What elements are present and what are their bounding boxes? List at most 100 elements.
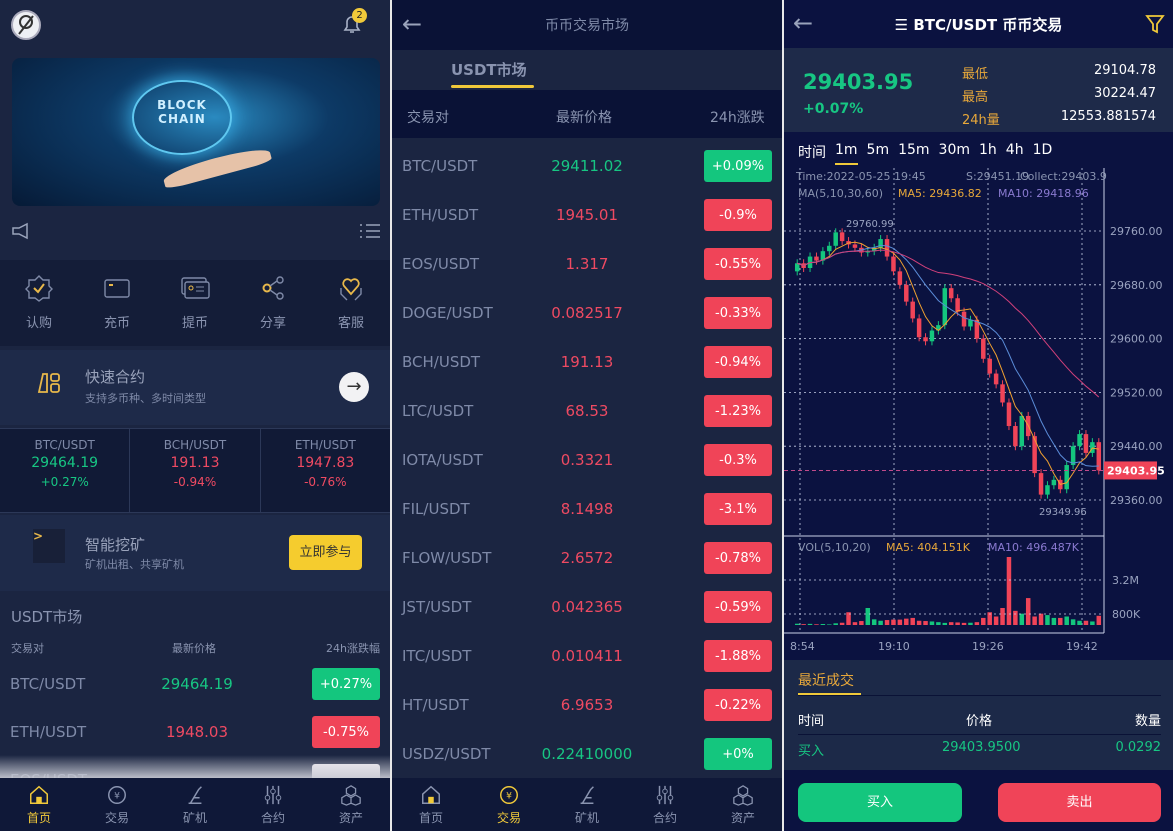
buy-button[interactable]: 买入 xyxy=(798,783,962,822)
chart-info: Collect:29403.9 xyxy=(1020,170,1107,183)
stat-label: 最高 xyxy=(962,90,989,105)
nav-item[interactable]: 资产 xyxy=(704,778,782,831)
period-tab[interactable]: 1D xyxy=(1032,142,1053,158)
candle xyxy=(1019,415,1025,447)
back-arrow-icon[interactable]: ← xyxy=(402,10,423,38)
recent-trades-tab[interactable]: 最近成交 xyxy=(798,673,854,689)
period-tab[interactable]: 1h xyxy=(979,142,997,158)
list-icon[interactable] xyxy=(360,222,380,244)
nav-item[interactable]: 合约 xyxy=(234,778,312,831)
pair-name: HT/USDT xyxy=(402,696,469,714)
pair-name: IOTA/USDT xyxy=(402,451,483,469)
page-title: 币币交易市场 xyxy=(545,18,629,34)
market-row[interactable]: DOGE/USDT 0.082517 -0.33% xyxy=(392,289,782,338)
time-tick: 8:54 xyxy=(790,640,815,653)
action-subscribe[interactable]: 认购 xyxy=(0,260,78,346)
candle xyxy=(910,301,915,319)
join-now-button[interactable]: 立即参与 xyxy=(289,535,362,570)
candle xyxy=(968,319,973,327)
candle xyxy=(1045,485,1050,495)
market-row[interactable]: FIL/USDT 8.1498 -3.1% xyxy=(392,485,782,534)
tab-usdt-market[interactable]: USDT市场 xyxy=(451,61,527,79)
nav-item[interactable]: 合约 xyxy=(626,778,704,831)
candle xyxy=(923,337,928,342)
filter-icon[interactable] xyxy=(1145,14,1165,38)
arrow-right-button[interactable]: → xyxy=(339,372,369,402)
nav-item[interactable]: 首页 xyxy=(392,778,470,831)
banner-image[interactable]: BLOCK CHAIN xyxy=(12,58,380,206)
market-row[interactable]: BTC/USDT 29464.19 +0.27% xyxy=(0,660,390,709)
candle xyxy=(1013,426,1018,447)
market-row[interactable]: IOTA/USDT 0.3321 -0.3% xyxy=(392,436,782,485)
nav-label: 首页 xyxy=(26,810,51,825)
column-headers: 交易对 最新价格 24h涨跌 xyxy=(392,90,782,138)
action-label: 充币 xyxy=(103,316,130,331)
trade-title[interactable]: ☰ BTC/USDT 币币交易 xyxy=(784,14,1173,35)
action-support[interactable]: 客服 xyxy=(312,260,390,346)
period-tab[interactable]: 1m xyxy=(835,142,858,165)
period-tab[interactable]: 时间 xyxy=(798,145,826,161)
change-badge: -0.75% xyxy=(312,716,380,748)
mining-card[interactable]: > 智能挖矿 矿机出租、共享矿机 立即参与 xyxy=(0,515,390,591)
market-row[interactable]: USDZ/USDT 0.22410000 +0% xyxy=(392,730,782,779)
period-tab[interactable]: 5m xyxy=(866,142,890,158)
action-withdraw[interactable]: 提币 xyxy=(156,260,234,346)
change-badge: +0.27% xyxy=(312,668,380,700)
market-row[interactable]: BCH/USDT 191.13 -0.94% xyxy=(392,338,782,387)
nav-item[interactable]: 首页 xyxy=(0,778,78,831)
market-row[interactable]: ETH/USDT 1945.01 -0.9% xyxy=(392,191,782,240)
volume-bar xyxy=(865,608,871,625)
kline-chart[interactable]: 29760.00 29680.00 29600.00 29520.00 29440.00… xyxy=(784,168,1173,658)
nav-item[interactable]: 资产 xyxy=(312,778,390,831)
ticker-card[interactable]: BTC/USDT 29464.19 +0.27% xyxy=(0,429,131,512)
market-row[interactable]: ETH/USDT 1948.03 -0.75% xyxy=(0,708,390,757)
bell-icon[interactable]: 2 xyxy=(340,8,367,36)
nav-item[interactable]: ¥ 交易 xyxy=(78,778,156,831)
nav-label: 合约 xyxy=(652,810,677,825)
megaphone-icon[interactable] xyxy=(11,222,33,244)
mining-subtitle: 矿机出租、共享矿机 xyxy=(85,558,184,571)
quick-contract-card[interactable]: 快速合约 支持多币种、多时间类型 → xyxy=(0,350,390,425)
heart-hands-icon xyxy=(340,278,362,301)
sell-button[interactable]: 卖出 xyxy=(998,783,1161,822)
back-arrow-icon[interactable]: ← xyxy=(793,9,814,37)
nav-label: 交易 xyxy=(496,810,521,825)
market-row[interactable]: EOS/USDT 1.317 -0.55% xyxy=(392,240,782,289)
volume-bar xyxy=(852,622,858,625)
market-row[interactable]: FLOW/USDT 2.6572 -0.78% xyxy=(392,534,782,583)
bottom-nav: 首页 ¥ 交易 矿机 合约 资产 xyxy=(0,778,390,831)
price-tick: 29760.00 xyxy=(1110,225,1163,238)
nav-label: 资产 xyxy=(338,810,363,825)
ticker-card[interactable]: BCH/USDT 191.13 -0.94% xyxy=(130,429,261,512)
share-icon xyxy=(262,276,284,300)
column-header-price: 价格 xyxy=(966,714,993,729)
action-deposit[interactable]: 充币 xyxy=(78,260,156,346)
column-header-price: 最新价格 xyxy=(556,110,612,126)
nav-label: 首页 xyxy=(418,810,443,825)
nav-item[interactable]: 矿机 xyxy=(548,778,626,831)
nav-item[interactable]: ¥ 交易 xyxy=(470,778,548,831)
market-row[interactable]: ITC/USDT 0.010411 -1.88% xyxy=(392,632,782,681)
nav-item[interactable]: 矿机 xyxy=(156,778,234,831)
home-icon xyxy=(30,785,48,804)
volume-bar xyxy=(1000,608,1005,625)
period-tab[interactable]: 30m xyxy=(938,142,970,158)
market-row[interactable]: HT/USDT 6.9653 -0.22% xyxy=(392,681,782,730)
cubes-icon xyxy=(733,784,753,806)
market-row[interactable]: JST/USDT 0.042365 -0.59% xyxy=(392,583,782,632)
change-badge: -0.94% xyxy=(704,346,772,378)
period-tab[interactable]: 15m xyxy=(898,142,930,158)
trade-price: 29403.9500 xyxy=(942,740,1021,755)
avatar[interactable] xyxy=(11,10,41,40)
volume-bar xyxy=(871,619,877,625)
market-row[interactable]: BTC/USDT 29411.02 +0.09% xyxy=(392,142,782,191)
market-row[interactable]: LTC/USDT 68.53 -1.23% xyxy=(392,387,782,436)
volume-bar xyxy=(827,624,832,625)
action-share[interactable]: 分享 xyxy=(234,260,312,346)
stat-value: 29104.78 xyxy=(1093,63,1156,78)
candle xyxy=(1032,436,1037,474)
volume-bar xyxy=(801,624,806,625)
ticker-card[interactable]: ETH/USDT 1947.83 -0.76% xyxy=(261,429,390,512)
trade-screen: ← ☰ BTC/USDT 币币交易 29403.95 +0.07% 最低 2910… xyxy=(784,0,1173,831)
period-tab[interactable]: 4h xyxy=(1005,142,1024,158)
